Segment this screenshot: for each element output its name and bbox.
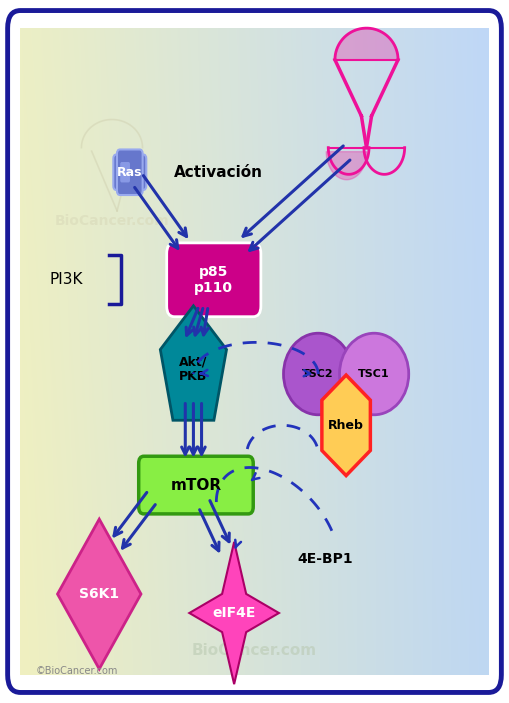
Ellipse shape [284,333,353,415]
Polygon shape [189,542,279,684]
Text: Ras: Ras [117,166,143,179]
Text: eIF4E: eIF4E [212,606,256,620]
Text: ©BioCancer.com: ©BioCancer.com [36,666,118,676]
Text: mTOR: mTOR [171,477,221,493]
Text: Rheb: Rheb [328,419,364,432]
Text: BioCancer.com: BioCancer.com [54,214,169,228]
Polygon shape [160,306,227,420]
FancyBboxPatch shape [120,162,130,183]
Text: p85
p110: p85 p110 [194,265,233,295]
Text: BioCancer.com: BioCancer.com [192,643,317,658]
FancyBboxPatch shape [114,155,146,190]
FancyBboxPatch shape [138,456,253,514]
Polygon shape [322,375,371,475]
FancyBboxPatch shape [117,150,143,195]
Text: TSC2: TSC2 [302,369,334,379]
Text: Activación: Activación [175,165,263,180]
Polygon shape [58,519,141,669]
Ellipse shape [340,333,409,415]
Text: 4E-BP1: 4E-BP1 [298,552,353,566]
Text: Akt/
PKB: Akt/ PKB [179,355,208,383]
Text: PI3K: PI3K [49,272,83,288]
Text: S6K1: S6K1 [79,587,119,601]
Text: TSC1: TSC1 [358,369,390,379]
FancyBboxPatch shape [166,243,261,316]
